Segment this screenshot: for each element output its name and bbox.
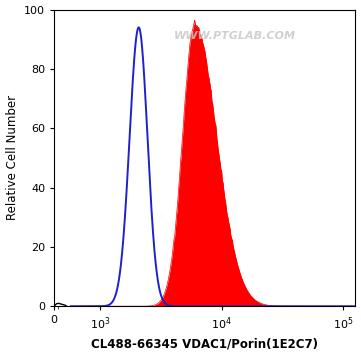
Text: WWW.PTGLAB.COM: WWW.PTGLAB.COM <box>174 31 296 41</box>
Y-axis label: Relative Cell Number: Relative Cell Number <box>5 95 18 220</box>
X-axis label: CL488-66345 VDAC1/Porin(1E2C7): CL488-66345 VDAC1/Porin(1E2C7) <box>91 337 318 350</box>
